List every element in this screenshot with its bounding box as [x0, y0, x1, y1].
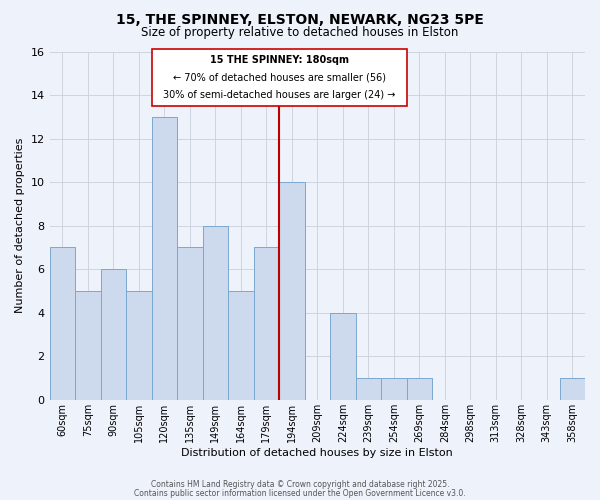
Bar: [407, 378, 432, 400]
Bar: [177, 248, 203, 400]
Bar: [560, 378, 585, 400]
Bar: [203, 226, 228, 400]
Bar: [381, 378, 407, 400]
Y-axis label: Number of detached properties: Number of detached properties: [15, 138, 25, 314]
Bar: [50, 248, 75, 400]
Text: Size of property relative to detached houses in Elston: Size of property relative to detached ho…: [142, 26, 458, 39]
Text: Contains HM Land Registry data © Crown copyright and database right 2025.: Contains HM Land Registry data © Crown c…: [151, 480, 449, 489]
Text: 15, THE SPINNEY, ELSTON, NEWARK, NG23 5PE: 15, THE SPINNEY, ELSTON, NEWARK, NG23 5P…: [116, 12, 484, 26]
Text: Contains public sector information licensed under the Open Government Licence v3: Contains public sector information licen…: [134, 489, 466, 498]
Bar: [279, 182, 305, 400]
X-axis label: Distribution of detached houses by size in Elston: Distribution of detached houses by size …: [181, 448, 453, 458]
Bar: [152, 50, 407, 106]
Bar: [356, 378, 381, 400]
Bar: [101, 269, 126, 400]
Bar: [254, 248, 279, 400]
Text: 30% of semi-detached houses are larger (24) →: 30% of semi-detached houses are larger (…: [163, 90, 395, 100]
Text: 15 THE SPINNEY: 180sqm: 15 THE SPINNEY: 180sqm: [209, 55, 349, 65]
Bar: [152, 117, 177, 400]
Bar: [330, 312, 356, 400]
Bar: [228, 291, 254, 400]
Bar: [126, 291, 152, 400]
Bar: [75, 291, 101, 400]
Text: ← 70% of detached houses are smaller (56): ← 70% of detached houses are smaller (56…: [173, 72, 386, 83]
